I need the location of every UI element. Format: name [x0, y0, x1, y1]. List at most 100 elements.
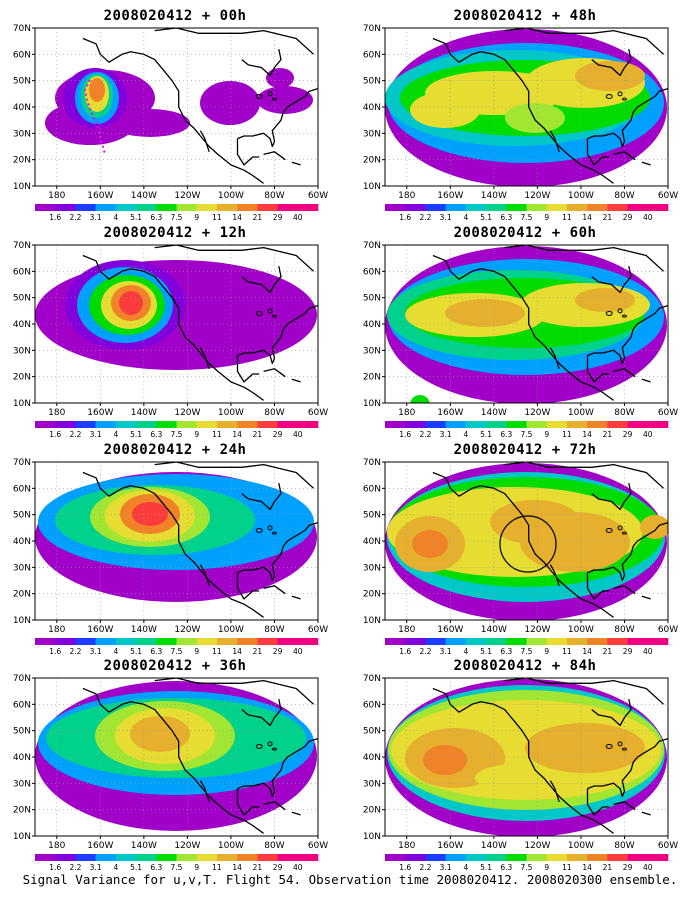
colorbar-label: 40	[293, 430, 303, 439]
variance-field	[35, 260, 317, 370]
lon-tick-label: 80W	[614, 191, 634, 201]
colorbar-label: 9	[544, 863, 549, 872]
variance-map: 10N 20N 30N 40N 50N 60N 70N 180 160W 140W 120W 100W…	[13, 24, 328, 222]
panel-title: 2008020412 + 24h	[103, 442, 247, 458]
colorbar-label: 2.2	[69, 647, 81, 656]
colorbar-label: 40	[643, 647, 653, 656]
lon-tick-label: 120W	[174, 625, 200, 635]
colorbar-label: 14	[582, 213, 592, 222]
colorbar-swatch	[486, 204, 507, 211]
colorbar-swatch	[566, 421, 588, 428]
lat-tick-label: 10N	[13, 616, 31, 626]
colorbar-swatch	[385, 638, 406, 645]
variance-contour	[475, 764, 555, 792]
colorbar-swatch	[546, 204, 568, 211]
colorbar-label: 11	[212, 213, 222, 222]
colorbar-label: 3.1	[440, 213, 452, 222]
coastlines	[82, 462, 318, 618]
colorbar-swatch	[196, 204, 218, 211]
colorbar-label: 9	[544, 647, 549, 656]
lon-tick-label: 60W	[308, 408, 328, 418]
colorbar-label: 7.5	[521, 863, 533, 872]
panel-title: 2008020412 + 60h	[453, 225, 597, 241]
colorbar-label: 40	[643, 213, 653, 222]
lon-tick-label: 60W	[658, 625, 678, 635]
panel-title: 2008020412 + 48h	[453, 8, 597, 24]
lon-tick-label: 80W	[614, 408, 634, 418]
colorbar-label: 5.1	[130, 863, 142, 872]
colorbar-label: 9	[544, 430, 549, 439]
colorbar-swatch	[156, 204, 177, 211]
colorbar-swatch	[506, 204, 527, 211]
colorbar-swatch	[506, 854, 527, 861]
colorbar-label: 29	[273, 863, 283, 872]
colorbar-label: 3.1	[440, 863, 452, 872]
lon-tick-label: 100W	[568, 841, 594, 851]
colorbar-label: 4	[463, 647, 468, 656]
colorbar-swatch	[546, 638, 568, 645]
lon-tick-label: 120W	[524, 625, 550, 635]
coastlines	[432, 28, 668, 184]
lat-tick-label: 60N	[13, 267, 31, 277]
colorbar-label: 21	[603, 863, 613, 872]
colorbar-label: 7.5	[521, 430, 533, 439]
colorbar-label: 2.2	[69, 213, 81, 222]
colorbar-swatch	[35, 421, 56, 428]
lon-tick-label: 80W	[614, 841, 634, 851]
lon-tick-label: 60W	[658, 408, 678, 418]
variance-contour	[119, 291, 143, 315]
colorbar: 1.6 2.2 3.1 4 5.1 6.3 7.5 9 11 14 21 29 40	[35, 638, 319, 656]
colorbar-swatch	[115, 854, 137, 861]
lat-tick-label: 30N	[13, 563, 31, 573]
colorbar-swatch	[425, 421, 446, 428]
coastlines	[82, 245, 318, 401]
lat-tick-label: 60N	[13, 700, 31, 710]
variance-contour	[410, 92, 480, 128]
colorbar-swatch	[237, 421, 258, 428]
lat-tick-label: 10N	[13, 832, 31, 842]
lon-tick-label: 140W	[481, 841, 507, 851]
colorbar-label: 7.5	[171, 863, 183, 872]
lon-tick-label: 100W	[218, 408, 244, 418]
colorbar-swatch	[75, 638, 96, 645]
colorbar-swatch	[297, 854, 319, 861]
colorbar-swatch	[55, 638, 76, 645]
map-panel-84h: 2008020412 + 84h 10N 20N 30N 40N 50N 60N 70N 18…	[355, 656, 695, 874]
colorbar-label: 40	[643, 430, 653, 439]
lon-tick-label: 160W	[87, 408, 113, 418]
lat-tick-label: 10N	[363, 399, 381, 409]
colorbar-swatch	[486, 638, 507, 645]
lon-tick-label: 60W	[308, 191, 328, 201]
colorbar-swatch	[526, 854, 548, 861]
colorbar-label: 6.3	[500, 213, 512, 222]
lat-tick-label: 50N	[363, 727, 381, 737]
colorbar-label: 2.2	[419, 213, 431, 222]
colorbar-swatch	[257, 421, 278, 428]
lat-tick-label: 40N	[363, 320, 381, 330]
colorbar-label: 14	[232, 863, 242, 872]
colorbar-swatch	[75, 421, 96, 428]
colorbar-swatch	[647, 204, 669, 211]
panel-title: 2008020412 + 36h	[103, 658, 247, 674]
lat-tick-label: 40N	[13, 537, 31, 547]
colorbar-label: 2.2	[419, 430, 431, 439]
map-panel-36h: 2008020412 + 36h 10N 20N 30N 40N 50N 60N 70N 18…	[5, 656, 345, 874]
lon-tick-label: 60W	[308, 625, 328, 635]
colorbar-swatch	[465, 204, 487, 211]
lat-tick-label: 70N	[363, 674, 381, 684]
variance-map: 10N 20N 30N 40N 50N 60N 70N 180 160W 140W 120W 100W…	[363, 458, 678, 656]
lat-tick-label: 20N	[13, 806, 31, 816]
colorbar-swatch	[587, 854, 608, 861]
colorbar-swatch	[75, 204, 96, 211]
lat-tick-label: 60N	[13, 50, 31, 60]
colorbar-label: 29	[623, 863, 633, 872]
colorbar-swatch	[607, 638, 628, 645]
colorbar-swatch	[647, 854, 669, 861]
lat-tick-label: 20N	[13, 590, 31, 600]
lon-tick-label: 60W	[658, 841, 678, 851]
variance-contour	[266, 68, 294, 88]
colorbar-swatch	[156, 854, 177, 861]
colorbar-label: 40	[643, 863, 653, 872]
lon-tick-label: 120W	[524, 191, 550, 201]
colorbar-label: 29	[623, 213, 633, 222]
